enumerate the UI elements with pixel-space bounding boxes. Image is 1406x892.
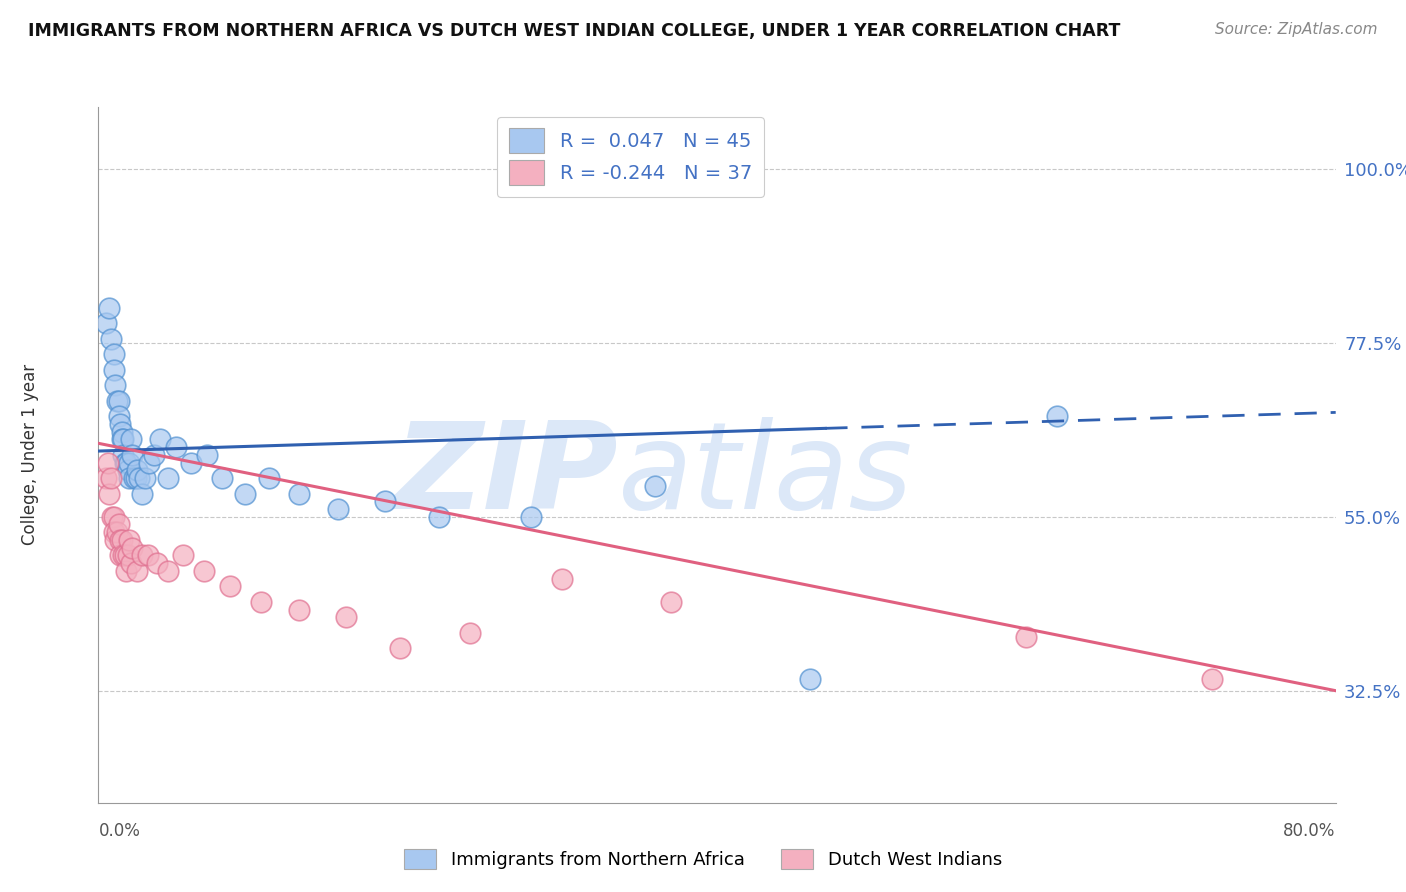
Point <box>115 456 138 470</box>
Point <box>122 471 145 485</box>
Point <box>107 393 129 408</box>
Point <box>105 525 128 540</box>
Legend: Immigrants from Northern Africa, Dutch West Indians: Immigrants from Northern Africa, Dutch W… <box>395 839 1011 879</box>
Point <box>121 541 143 555</box>
Point <box>165 440 187 454</box>
Point <box>136 549 159 563</box>
Point <box>97 456 120 470</box>
Point <box>118 471 141 485</box>
Text: 0.0%: 0.0% <box>98 822 141 840</box>
Point <box>114 456 136 470</box>
Point <box>335 610 357 624</box>
Point <box>108 533 131 547</box>
Point <box>103 525 125 540</box>
Point <box>458 625 481 640</box>
Point <box>98 486 121 500</box>
Point <box>257 471 280 485</box>
Point <box>127 564 149 578</box>
Point <box>112 433 135 447</box>
Point <box>117 463 139 477</box>
Legend: R =  0.047   N = 45, R = -0.244   N = 37: R = 0.047 N = 45, R = -0.244 N = 37 <box>498 117 763 197</box>
Point <box>98 301 121 315</box>
Point <box>195 448 218 462</box>
Point <box>107 409 129 424</box>
Point <box>104 378 127 392</box>
Point <box>101 509 124 524</box>
Point <box>121 448 143 462</box>
Point <box>118 533 141 547</box>
Point <box>104 533 127 547</box>
Text: atlas: atlas <box>619 417 914 534</box>
Point <box>118 456 141 470</box>
Point <box>120 433 142 447</box>
Point <box>100 332 122 346</box>
Point <box>128 471 150 485</box>
Point <box>96 317 118 331</box>
Point <box>211 471 233 485</box>
Point <box>250 595 273 609</box>
Point <box>288 602 311 616</box>
Point <box>131 486 153 500</box>
Point <box>143 448 166 462</box>
Point <box>108 417 131 431</box>
Point <box>799 672 821 686</box>
Point <box>149 433 172 447</box>
Text: Source: ZipAtlas.com: Source: ZipAtlas.com <box>1215 22 1378 37</box>
Point <box>388 641 412 656</box>
Text: ZIP: ZIP <box>394 417 619 534</box>
Point <box>659 595 682 609</box>
Text: IMMIGRANTS FROM NORTHERN AFRICA VS DUTCH WEST INDIAN COLLEGE, UNDER 1 YEAR CORRE: IMMIGRANTS FROM NORTHERN AFRICA VS DUTCH… <box>28 22 1121 40</box>
Point <box>173 549 195 563</box>
Point <box>288 486 311 500</box>
Point <box>124 471 146 485</box>
Point <box>157 564 180 578</box>
Point <box>1046 409 1069 424</box>
Text: 80.0%: 80.0% <box>1284 822 1336 840</box>
Point <box>127 463 149 477</box>
Point <box>180 456 202 470</box>
Point <box>219 579 242 593</box>
Point <box>131 549 153 563</box>
Point <box>146 556 169 570</box>
Point <box>157 471 180 485</box>
Point <box>103 363 125 377</box>
Point <box>115 564 138 578</box>
Point <box>103 509 125 524</box>
Point <box>134 471 156 485</box>
Point <box>427 509 450 524</box>
Point <box>111 533 134 547</box>
Point <box>117 549 139 563</box>
Point <box>114 549 136 563</box>
Point <box>551 572 574 586</box>
Point <box>111 425 134 439</box>
Point <box>520 509 543 524</box>
Point <box>105 393 128 408</box>
Point <box>107 517 129 532</box>
Point <box>108 549 131 563</box>
Point <box>235 486 257 500</box>
Point <box>112 549 135 563</box>
Point <box>120 556 142 570</box>
Point <box>112 448 135 462</box>
Point <box>100 471 122 485</box>
Point <box>1201 672 1223 686</box>
Point <box>193 564 215 578</box>
Text: College, Under 1 year: College, Under 1 year <box>21 364 39 546</box>
Point <box>326 502 350 516</box>
Point <box>644 479 666 493</box>
Point <box>103 347 125 361</box>
Point <box>1015 630 1038 644</box>
Point <box>374 494 396 508</box>
Point <box>138 456 160 470</box>
Point <box>96 471 118 485</box>
Point <box>111 433 134 447</box>
